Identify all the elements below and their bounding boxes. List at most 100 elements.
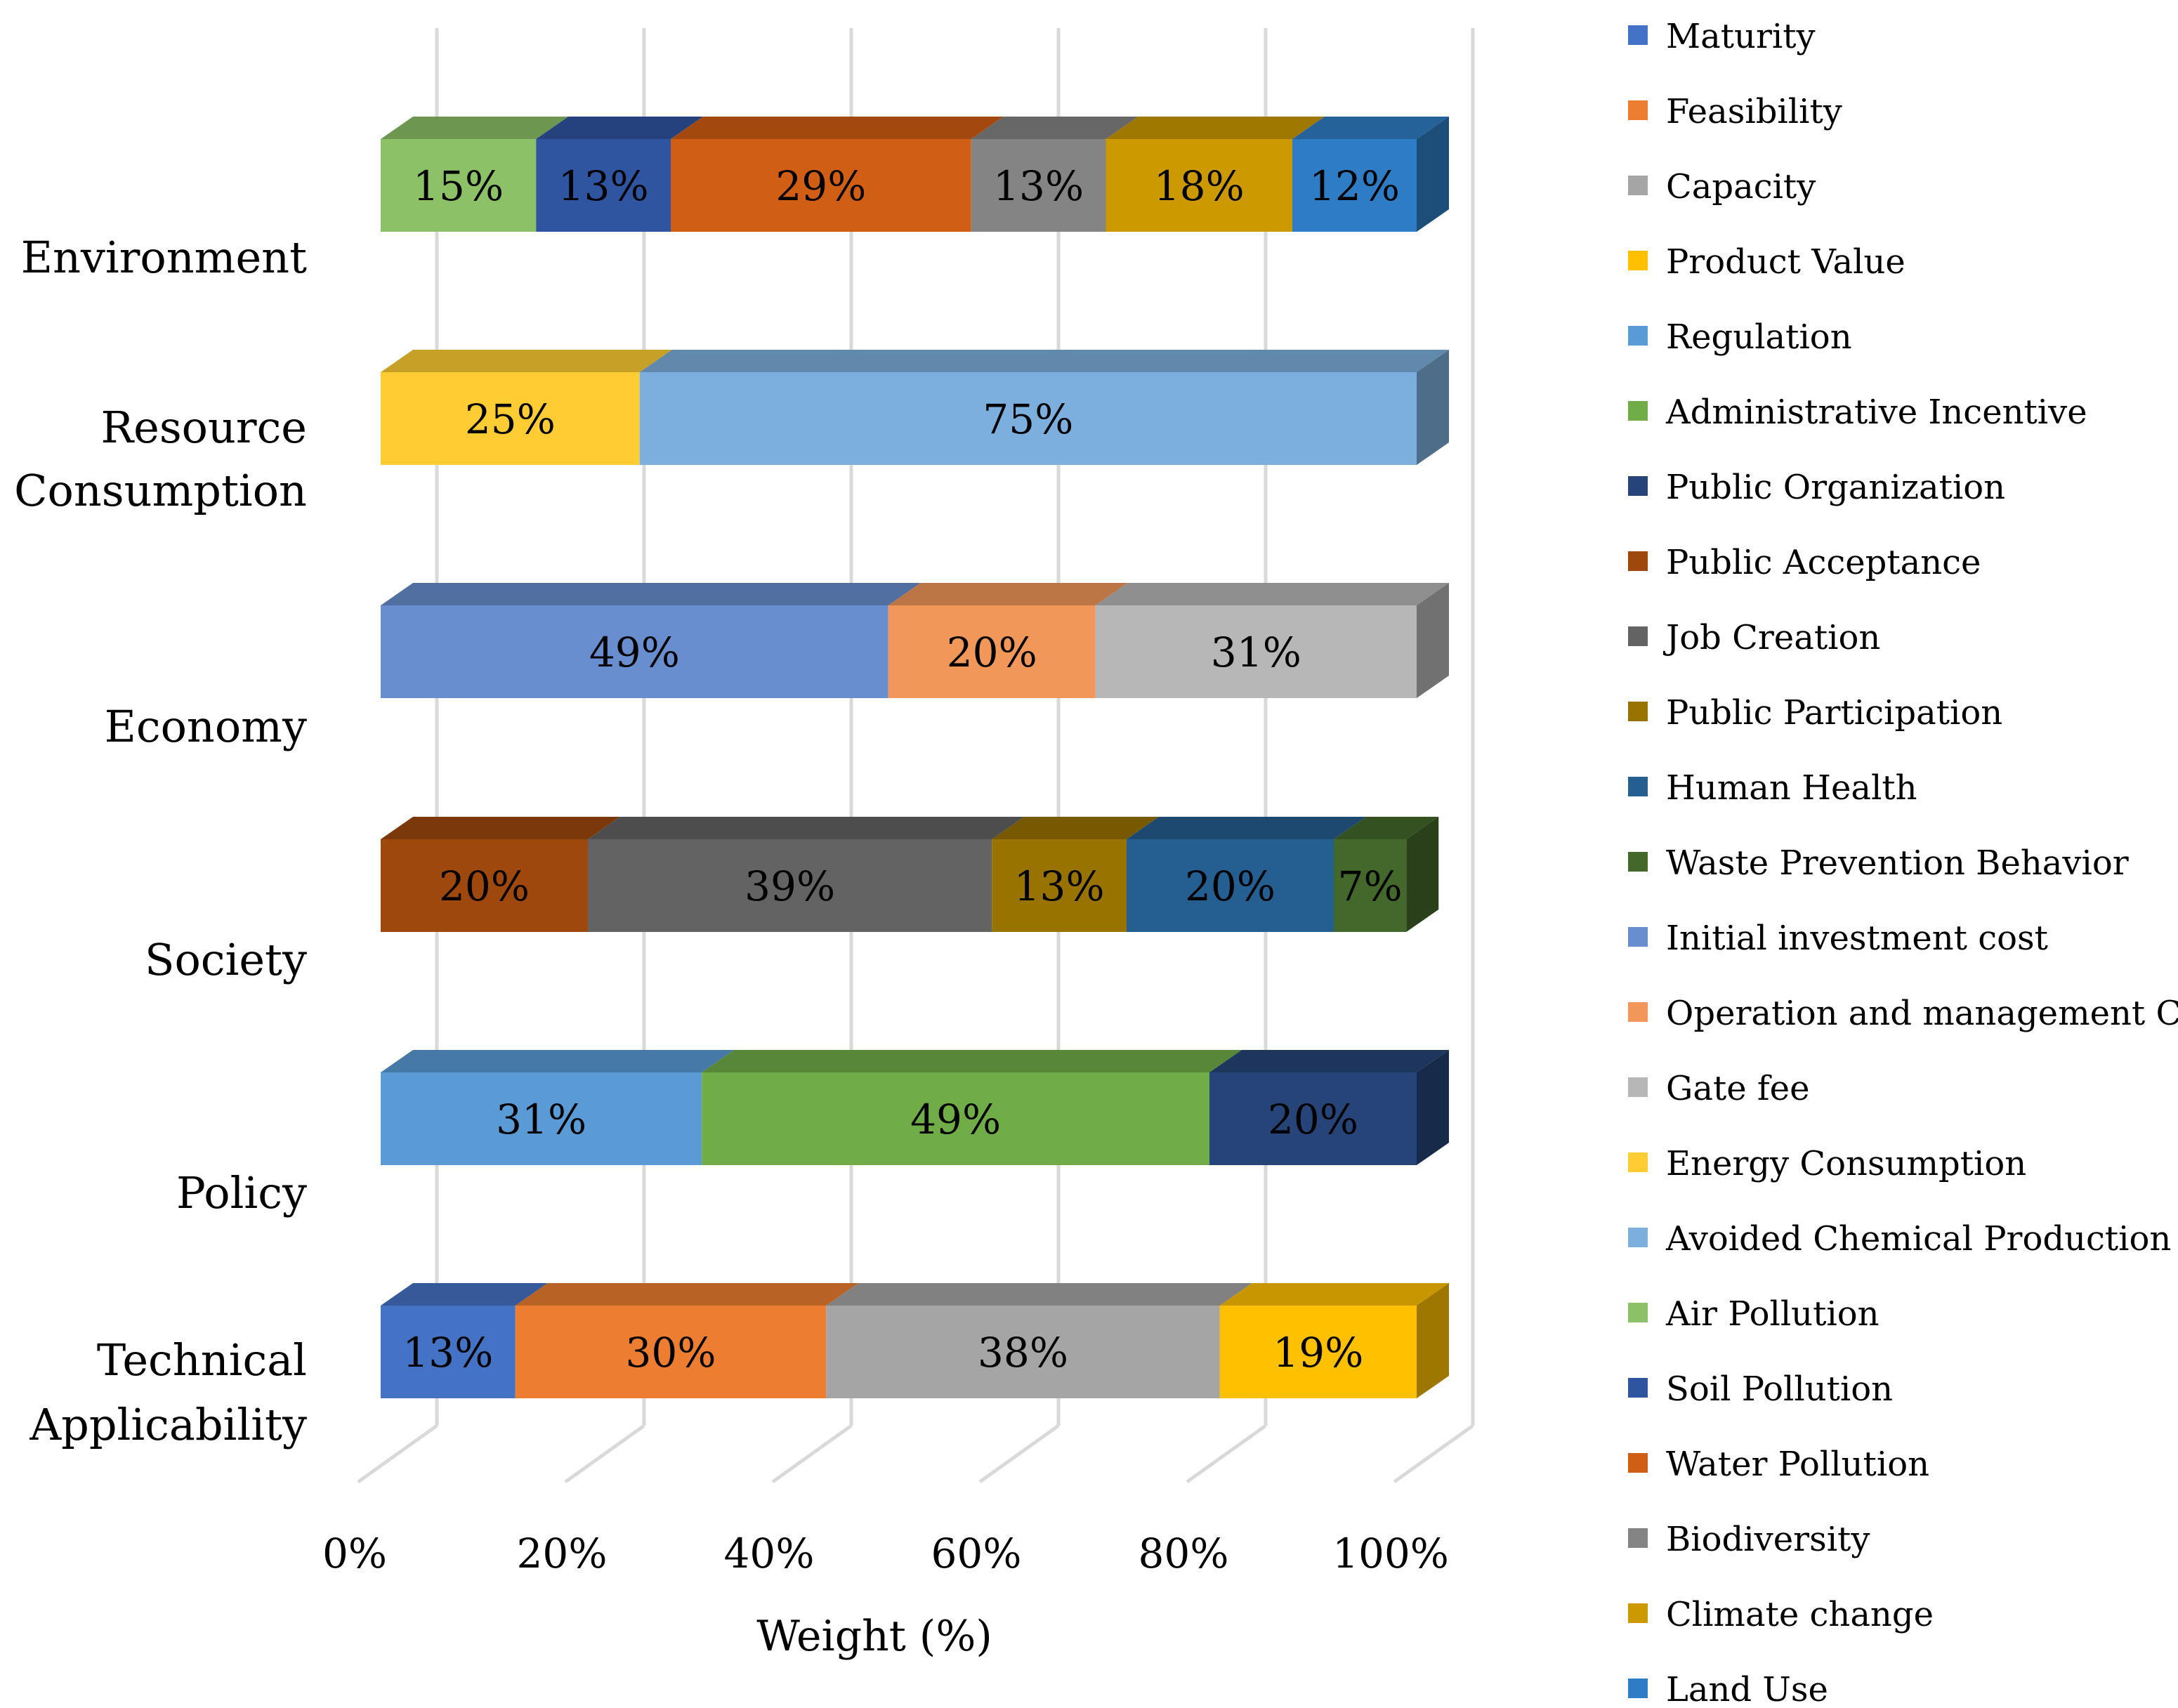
gridline: [564, 28, 646, 1484]
value-label: 7%: [1338, 862, 1403, 910]
gridline: [978, 28, 1061, 1484]
legend-swatch: [1628, 852, 1648, 872]
legend-label: Land Use: [1666, 1670, 1828, 1708]
legend-item-regulation: Regulation: [1628, 317, 1852, 357]
bar-segment-resource-consumption-avoided-chemical-production: [639, 350, 1449, 465]
bar-segment-economy-gate-fee: [1095, 583, 1449, 698]
legend-swatch: [1628, 1603, 1648, 1623]
value-label: 31%: [1211, 629, 1301, 676]
legend-item-land-use: Land Use: [1628, 1670, 1828, 1708]
legend-label: Operation and management Cost: [1666, 994, 2178, 1033]
legend-swatch: [1628, 1228, 1648, 1247]
legend-swatch: [1628, 777, 1648, 796]
legend-label: Human Health: [1666, 768, 1917, 808]
bar-segment-environment-water-pollution: [671, 117, 1004, 232]
value-label: 20%: [1268, 1096, 1358, 1143]
bar-segment-society-waste-prevention-behavior: [1334, 817, 1439, 932]
legend-item-initial-investment-cost: Initial investment cost: [1628, 919, 2048, 958]
legend-label: Regulation: [1666, 317, 1852, 357]
legend-item-air-pollution: Air Pollution: [1628, 1294, 1879, 1334]
legend-label: Administrative Incentive: [1665, 393, 2087, 432]
legend-swatch: [1628, 551, 1648, 571]
x-tick-label: 20%: [517, 1530, 608, 1577]
value-label: 13%: [558, 162, 649, 210]
legend-label: Energy Consumption: [1666, 1144, 2026, 1183]
legend-item-avoided-chemical-production: Avoided Chemical Production: [1628, 1219, 2171, 1259]
legend-item-public-participation: Public Participation: [1628, 693, 2002, 733]
legend-swatch: [1628, 100, 1648, 120]
legend-swatch: [1628, 1528, 1648, 1548]
gridline: [1393, 28, 1475, 1484]
legend-label: Climate change: [1666, 1595, 1934, 1634]
value-label: 31%: [496, 1096, 586, 1143]
legend-item-waste-prevention-behavior: Waste Prevention Behavior: [1628, 843, 2129, 883]
legend-item-water-pollution: Water Pollution: [1628, 1445, 1929, 1484]
value-label: 20%: [1185, 862, 1275, 910]
legend-item-public-organization: Public Organization: [1628, 468, 2005, 507]
legend-item-product-value: Product Value: [1628, 242, 1905, 282]
legend-swatch: [1628, 326, 1648, 346]
legend-item-public-acceptance: Public Acceptance: [1628, 543, 1981, 582]
bar-segment-policy-regulation: [381, 1050, 735, 1165]
legend-item-capacity: Capacity: [1628, 167, 1816, 206]
bar-segment-technical-applicability-product-value: [1219, 1283, 1449, 1398]
legend-swatch: [1628, 1303, 1648, 1322]
legend-item-energy-consumption: Energy Consumption: [1628, 1144, 2026, 1183]
legend-label: Public Organization: [1666, 468, 2005, 507]
x-axis-title: Weight (%): [756, 1612, 992, 1661]
legend-swatch: [1628, 1378, 1648, 1398]
value-label: 75%: [983, 395, 1073, 443]
legend-item-administrative-incentive: Administrative Incentive: [1628, 393, 2087, 432]
value-label: 12%: [1309, 162, 1400, 210]
value-label: 39%: [744, 862, 835, 910]
bar-environment: [381, 117, 1449, 232]
legend-swatch: [1628, 25, 1648, 45]
x-axis-ticks: 0% 20% 40% 60% 80% 100%: [322, 1530, 1449, 1577]
legend-swatch: [1628, 927, 1648, 947]
legend-label: Public Acceptance: [1666, 543, 1981, 582]
value-label: 38%: [978, 1329, 1068, 1377]
legend-item-maturity: Maturity: [1628, 17, 1816, 56]
legend-label: Waste Prevention Behavior: [1666, 843, 2129, 883]
bar-resource-consumption: [381, 350, 1449, 465]
bar-technical-applicability: [381, 1283, 1449, 1398]
legend-label: Avoided Chemical Production: [1665, 1219, 2171, 1259]
bars: [381, 117, 1449, 1398]
bar-segment-environment-biodiversity: [971, 117, 1139, 232]
value-label: 20%: [439, 862, 530, 910]
gridlines: [357, 28, 1475, 1484]
value-label: 30%: [626, 1329, 716, 1377]
legend-item-soil-pollution: Soil Pollution: [1628, 1369, 1893, 1409]
legend-swatch: [1628, 251, 1648, 270]
legend-swatch: [1628, 626, 1648, 646]
legend-swatch: [1628, 401, 1648, 421]
category-labels: Environment Resource Consumption Economy Soc…: [14, 232, 307, 1450]
bar-segment-technical-applicability-feasibility: [515, 1283, 859, 1398]
legend-label: Biodiversity: [1666, 1520, 1870, 1559]
bar-segment-technical-applicability-maturity: [381, 1283, 548, 1398]
value-label: 13%: [993, 162, 1084, 210]
x-tick-label: 60%: [931, 1530, 1022, 1577]
legend-item-human-health: Human Health: [1628, 768, 1917, 808]
bar-segment-technical-applicability-capacity: [826, 1283, 1252, 1398]
category-label-technical-applicability: Technical Applicability: [29, 1334, 307, 1450]
legend-label: Capacity: [1666, 167, 1816, 206]
value-label: 13%: [402, 1329, 493, 1377]
legend-label: Job Creation: [1662, 618, 1880, 657]
category-label-economy: Economy: [105, 701, 307, 752]
bar-economy: [381, 583, 1449, 698]
value-label: 13%: [1014, 862, 1105, 910]
value-label: 15%: [413, 162, 504, 210]
legend-swatch: [1628, 1077, 1648, 1097]
legend-swatch: [1628, 1152, 1648, 1172]
legend-label: Water Pollution: [1666, 1445, 1929, 1484]
legend-swatch: [1628, 1679, 1648, 1698]
legend-label: Soil Pollution: [1666, 1369, 1893, 1409]
legend-swatch: [1628, 476, 1648, 496]
bar-segment-environment-air-pollution: [381, 117, 569, 232]
bar-segment-resource-consumption-energy-consumption: [381, 350, 672, 465]
legend-item-biodiversity: Biodiversity: [1628, 1520, 1870, 1559]
value-label: 49%: [589, 629, 680, 676]
category-label-environment: Environment: [21, 232, 307, 283]
